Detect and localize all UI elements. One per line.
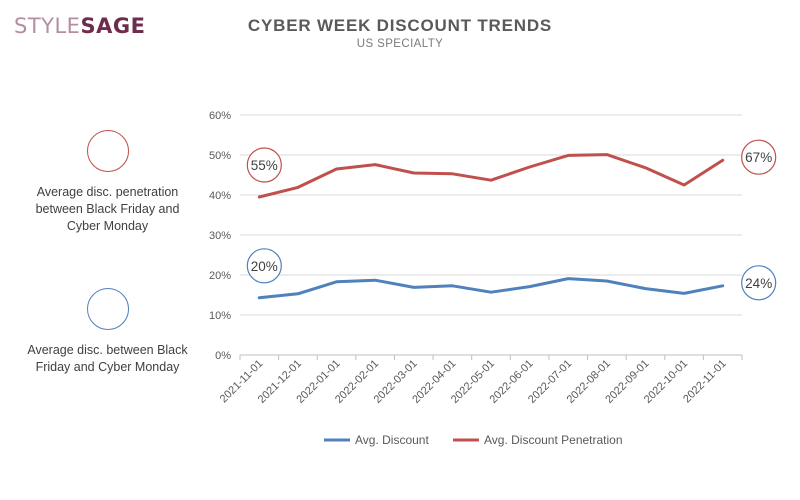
chart-subtitle: US SPECIALTY — [356, 38, 444, 50]
red-circle-icon — [86, 130, 129, 172]
title-block: CYBER WEEK DISCOUNT TRENDS US SPECIALTY — [0, 16, 800, 50]
callout-circle — [246, 248, 282, 284]
avg-discount-penetration-line — [257, 153, 725, 199]
avg-discount-line — [257, 277, 725, 300]
discount-note-text: Average disc. between Black Friday and C… — [27, 343, 188, 374]
callout-label: 67% — [745, 150, 772, 165]
y-tick-label: 20% — [209, 270, 231, 282]
chart-title: CYBER WEEK DISCOUNT TRENDS — [247, 16, 553, 35]
callout-label: 20% — [251, 259, 278, 274]
callout-label: 24% — [745, 276, 772, 291]
discount-note: Average disc. between Black Friday and C… — [20, 288, 195, 376]
callout-circle — [246, 147, 282, 183]
stylesage-logo: STYLESAGE — [14, 14, 145, 38]
callout-circle — [741, 139, 777, 175]
y-tick-label: 10% — [209, 310, 231, 322]
y-tick-label: 0% — [215, 350, 231, 362]
y-tick-label: 60% — [209, 110, 231, 122]
y-tick-label: 50% — [209, 150, 231, 162]
legend-label-penetration: Avg. Discount Penetration — [484, 433, 623, 447]
blue-circle-icon — [86, 288, 129, 330]
callout-label: 55% — [251, 158, 278, 173]
legend-label-discount: Avg. Discount — [355, 433, 429, 447]
logo-part-sage: SAGE — [80, 14, 146, 38]
penetration-note-text: Average disc. penetration between Black … — [35, 185, 180, 233]
y-tick-label: 40% — [209, 190, 231, 202]
y-tick-label: 30% — [209, 230, 231, 242]
logo-part-style: STYLE — [14, 14, 81, 38]
penetration-note: Average disc. penetration between Black … — [20, 130, 195, 235]
callout-circle — [741, 265, 777, 301]
